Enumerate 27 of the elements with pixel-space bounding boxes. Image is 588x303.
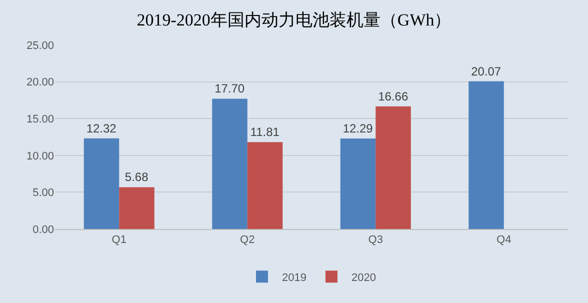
- data-label: 12.32: [86, 121, 117, 136]
- y-tick-label: 5.00: [32, 187, 54, 200]
- legend-label: 2020: [351, 272, 376, 284]
- y-tick-label: 0.00: [32, 224, 54, 236]
- y-tick-label: 25.00: [26, 40, 54, 52]
- x-tick-label: Q2: [240, 234, 255, 246]
- bar: [212, 98, 248, 229]
- y-tick-label: 20.00: [26, 76, 54, 89]
- bar: [247, 142, 283, 229]
- y-tick-label: 10.00: [26, 150, 54, 162]
- data-label: 17.70: [214, 82, 245, 96]
- legend-label: 2019: [282, 272, 306, 284]
- chart-title: 2019-2020年国内动力电池装机量（GWh）: [136, 10, 452, 30]
- bar: [468, 81, 504, 229]
- data-label: 12.29: [342, 122, 374, 136]
- bar: [84, 138, 120, 229]
- bar: [376, 106, 411, 229]
- x-tick-label: Q1: [112, 234, 126, 246]
- data-label: 5.68: [124, 170, 149, 184]
- data-label: 16.66: [378, 89, 408, 104]
- bar: [119, 187, 154, 229]
- bar: [340, 138, 376, 229]
- data-label: 11.81: [250, 125, 280, 140]
- x-tick-label: Q4: [496, 234, 512, 246]
- y-tick-label: 15.00: [26, 113, 54, 126]
- data-label: 20.07: [471, 64, 502, 78]
- x-tick-label: Q3: [368, 234, 383, 246]
